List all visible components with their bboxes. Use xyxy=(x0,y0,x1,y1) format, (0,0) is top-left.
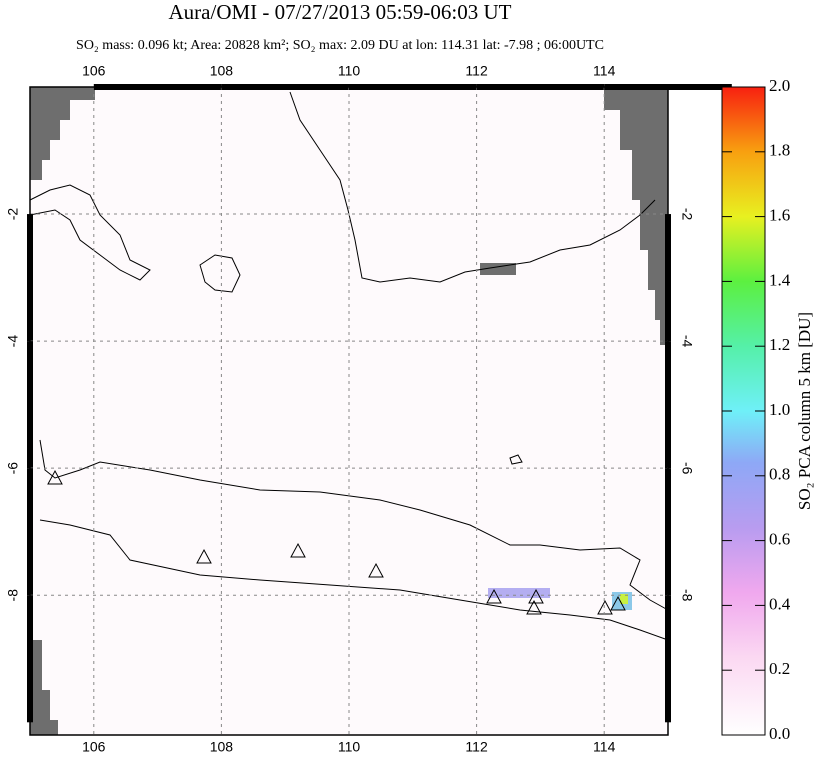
colorbar-tick-label: 0.8 xyxy=(769,465,790,484)
no-data-area xyxy=(604,87,668,345)
y-tick-label: -6 xyxy=(679,462,695,475)
colorbar-tick-label: 1.4 xyxy=(769,270,791,289)
coastline xyxy=(39,439,669,611)
title: Aura/OMI - 07/27/2013 05:59-06:03 UT xyxy=(169,0,512,24)
no-data-area xyxy=(480,263,516,275)
colorbar-tick-label: 1.0 xyxy=(769,400,790,419)
volcano-markers xyxy=(47,469,626,615)
x-tick-label: 114 xyxy=(593,63,616,79)
x-tick-label: 112 xyxy=(465,63,488,79)
coastline xyxy=(39,519,669,641)
x-tick-label: 108 xyxy=(210,739,234,755)
y-tick-label: -4 xyxy=(5,335,21,348)
x-tick-label: 106 xyxy=(82,739,106,755)
x-tick-label: 108 xyxy=(210,63,234,79)
x-tick-label: 114 xyxy=(593,739,616,755)
coastline xyxy=(199,254,241,293)
coastline xyxy=(29,184,151,281)
colorbar-label: SO₂ PCA column 5 km [DU] xyxy=(795,312,814,510)
x-tick-label: 112 xyxy=(465,739,488,755)
map-frame xyxy=(29,86,669,736)
colorbar-tick-label: 1.6 xyxy=(769,206,790,225)
so2-plume xyxy=(620,594,628,604)
colorbar-tick-label: 0.0 xyxy=(769,724,790,743)
colorbar-tick-label: 2.0 xyxy=(769,76,790,95)
coastline xyxy=(289,91,656,283)
y-tick-label: -6 xyxy=(5,462,21,475)
colorbar-tick-label: 0.2 xyxy=(769,659,790,678)
colorbar-tick-label: 0.6 xyxy=(769,530,790,549)
y-tick-label: -8 xyxy=(679,589,695,602)
y-tick-label: -8 xyxy=(5,589,21,602)
y-tick-label: -4 xyxy=(679,335,695,348)
x-tick-label: 110 xyxy=(338,63,361,79)
subtitle: SO₂ mass: 0.096 kt; Area: 20828 km²; SO₂… xyxy=(76,38,604,53)
colorbar-tick-label: 1.2 xyxy=(769,335,790,354)
no-data-area xyxy=(30,640,58,735)
no-data-area xyxy=(30,87,95,180)
colorbar-tick-label: 0.4 xyxy=(769,594,791,613)
y-tick-label: -2 xyxy=(5,208,21,221)
map xyxy=(27,84,732,736)
y-tick-label: -2 xyxy=(679,208,695,221)
x-tick-label: 106 xyxy=(82,63,106,79)
coastline xyxy=(509,454,523,465)
colorbar-tick-label: 1.8 xyxy=(769,141,790,160)
x-tick-label: 110 xyxy=(338,739,361,755)
so2-plume xyxy=(488,588,550,598)
